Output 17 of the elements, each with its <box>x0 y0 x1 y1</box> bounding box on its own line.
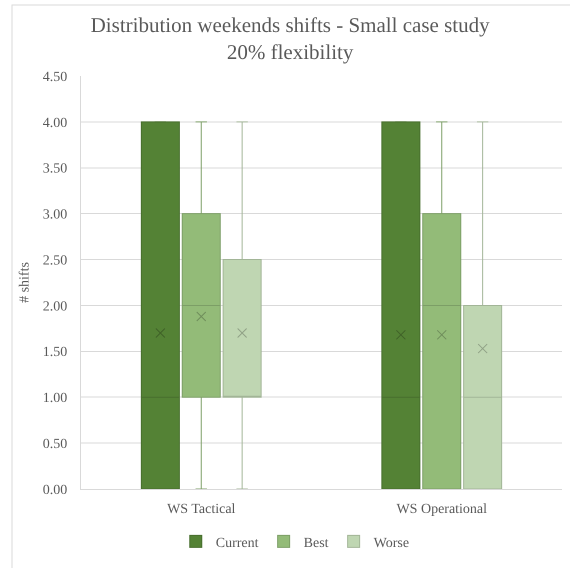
y-tick-label: 2.50 <box>42 253 68 268</box>
y-tick-label: 1.00 <box>42 391 68 406</box>
y-axis-title: # shifts <box>17 262 32 303</box>
legend-label: Current <box>216 536 259 551</box>
chart-title: Distribution weekends shifts - Small case study 20% flexibility <box>90 12 490 64</box>
y-tick-label: 1.50 <box>42 345 68 360</box>
y-tick-label: 0.50 <box>42 437 68 452</box>
y-tick-label: 4.50 <box>42 70 68 85</box>
y-tick-label: 3.00 <box>42 208 68 223</box>
legend-label: Worse <box>374 536 410 551</box>
y-tick-label: 2.00 <box>42 299 68 314</box>
y-tick-label: 0.00 <box>42 482 68 498</box>
x-tick-label: WS Tactical <box>167 502 236 517</box>
legend-label: Best <box>304 536 329 551</box>
x-tick-label: WS Operational <box>396 502 488 517</box>
y-tick-label: 3.50 <box>42 162 68 177</box>
y-tick-label: 4.00 <box>42 116 68 131</box>
